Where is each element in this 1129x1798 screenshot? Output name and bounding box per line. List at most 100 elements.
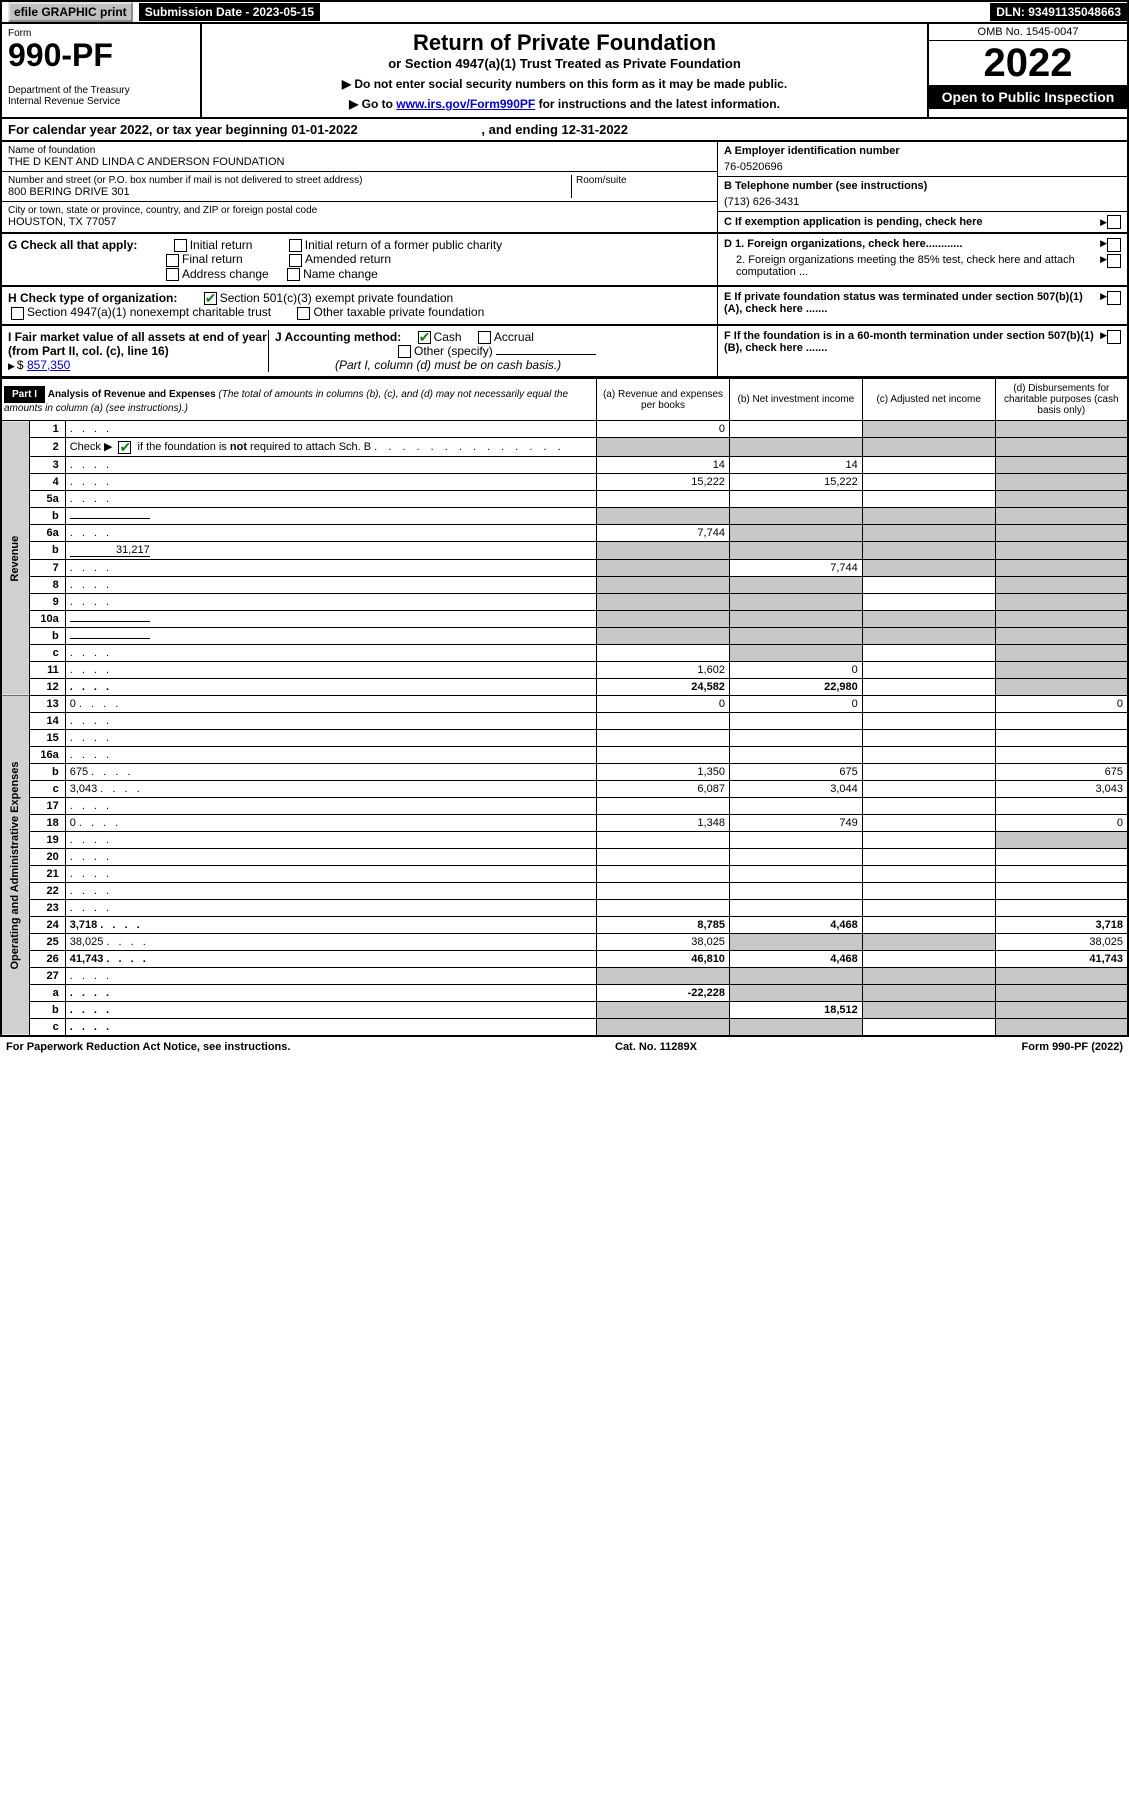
line-description: . . . . xyxy=(65,984,596,1001)
amount-cell-b xyxy=(729,438,862,457)
table-row: 19 . . . . xyxy=(1,831,1128,848)
amount-cell-b xyxy=(729,610,862,627)
cb-other-method[interactable] xyxy=(398,345,411,358)
amount-cell-b xyxy=(729,848,862,865)
f-label: F If the foundation is in a 60-month ter… xyxy=(724,330,1100,354)
amount-cell-a: 1,602 xyxy=(597,661,730,678)
table-row: 14 . . . . xyxy=(1,712,1128,729)
amount-cell-d xyxy=(995,661,1128,678)
cb-name-change[interactable] xyxy=(287,268,300,281)
amount-cell-c xyxy=(862,916,995,933)
line-number: 27 xyxy=(30,967,65,984)
amount-cell-d: 0 xyxy=(995,695,1128,712)
amount-cell-c xyxy=(862,950,995,967)
cb-amended[interactable] xyxy=(289,254,302,267)
amount-cell-b xyxy=(729,984,862,1001)
line-description: . . . . xyxy=(65,593,596,610)
footer-right: Form 990-PF (2022) xyxy=(1022,1041,1124,1053)
cb-4947[interactable] xyxy=(11,307,24,320)
d2-checkbox[interactable] xyxy=(1107,254,1121,268)
line-number: 19 xyxy=(30,831,65,848)
f-checkbox[interactable] xyxy=(1107,330,1121,344)
amount-cell-c xyxy=(862,865,995,882)
amount-cell-c xyxy=(862,729,995,746)
cb-final-return[interactable] xyxy=(166,254,179,267)
e-checkbox[interactable] xyxy=(1107,291,1121,305)
line-description xyxy=(65,507,596,524)
cb-cash[interactable] xyxy=(418,331,431,344)
open-public-badge: Open to Public Inspection xyxy=(929,85,1127,109)
line-number: 18 xyxy=(30,814,65,831)
form990pf-link[interactable]: www.irs.gov/Form990PF xyxy=(396,97,535,111)
amount-cell-b xyxy=(729,882,862,899)
ein-label: A Employer identification number xyxy=(724,145,1121,157)
room-label: Room/suite xyxy=(576,175,711,186)
line-description: 0 . . . . xyxy=(65,695,596,712)
line-description: . . . . xyxy=(65,899,596,916)
amount-cell-c xyxy=(862,507,995,524)
line-description: . . . . xyxy=(65,865,596,882)
line-number: 12 xyxy=(30,678,65,695)
amount-cell-a xyxy=(597,644,730,661)
cb-address-change[interactable] xyxy=(166,268,179,281)
amount-cell-c xyxy=(862,984,995,1001)
amount-cell-d xyxy=(995,678,1128,695)
amount-cell-d xyxy=(995,1018,1128,1036)
line-number: 23 xyxy=(30,899,65,916)
amount-cell-c xyxy=(862,831,995,848)
table-row: b . . . .18,512 xyxy=(1,1001,1128,1018)
ein-value: 76-0520696 xyxy=(724,161,1121,173)
amount-cell-a: 24,582 xyxy=(597,678,730,695)
line-number: 22 xyxy=(30,882,65,899)
amount-cell-d xyxy=(995,507,1128,524)
c-checkbox[interactable] xyxy=(1107,215,1121,229)
amount-cell-a xyxy=(597,541,730,559)
cb-initial-return[interactable] xyxy=(174,239,187,252)
line-number: b xyxy=(30,627,65,644)
c-label: C If exemption application is pending, c… xyxy=(724,216,1100,228)
amount-cell-d xyxy=(995,421,1128,438)
d1-checkbox[interactable] xyxy=(1107,238,1121,252)
amount-cell-c xyxy=(862,576,995,593)
line-number: 20 xyxy=(30,848,65,865)
amount-cell-a: 6,087 xyxy=(597,780,730,797)
amount-cell-c xyxy=(862,848,995,865)
line-description: Check ▶ if the foundation is not require… xyxy=(65,438,596,457)
amount-cell-c xyxy=(862,763,995,780)
phone-value: (713) 626-3431 xyxy=(724,196,1121,208)
line-number: b xyxy=(30,1001,65,1018)
efile-print-button[interactable]: efile GRAPHIC print xyxy=(8,2,133,22)
amount-cell-c xyxy=(862,899,995,916)
line-description: 38,025 . . . . xyxy=(65,933,596,950)
amount-cell-c xyxy=(862,661,995,678)
amount-cell-b: 0 xyxy=(729,661,862,678)
exemption-row: C If exemption application is pending, c… xyxy=(718,212,1127,232)
line-description: 0 . . . . xyxy=(65,814,596,831)
amount-cell-a: 15,222 xyxy=(597,473,730,490)
line-number: c xyxy=(30,644,65,661)
amount-cell-b xyxy=(729,1018,862,1036)
address: 800 BERING DRIVE 301 xyxy=(8,186,571,198)
amount-cell-a: 38,025 xyxy=(597,933,730,950)
amount-cell-a xyxy=(597,831,730,848)
table-row: 6a . . . .7,744 xyxy=(1,524,1128,541)
i-value[interactable]: 857,350 xyxy=(27,358,70,372)
cb-501c3[interactable] xyxy=(204,292,217,305)
section-side-label: Operating and Administrative Expenses xyxy=(1,695,30,1036)
form-number: 990-PF xyxy=(8,39,194,71)
j-label: J Accounting method: xyxy=(275,330,401,344)
cb-other-taxable[interactable] xyxy=(297,307,310,320)
amount-cell-b xyxy=(729,507,862,524)
amount-cell-b: 0 xyxy=(729,695,862,712)
schb-checkbox[interactable] xyxy=(118,441,131,454)
cb-initial-former[interactable] xyxy=(289,239,302,252)
amount-cell-c xyxy=(862,456,995,473)
amount-cell-c xyxy=(862,610,995,627)
amount-cell-b: 4,468 xyxy=(729,916,862,933)
cb-accrual[interactable] xyxy=(478,331,491,344)
d2-label: 2. Foreign organizations meeting the 85%… xyxy=(724,254,1100,278)
amount-cell-d xyxy=(995,984,1128,1001)
line-number: b xyxy=(30,763,65,780)
line-description: . . . . xyxy=(65,421,596,438)
table-row: 7 . . . .7,744 xyxy=(1,559,1128,576)
